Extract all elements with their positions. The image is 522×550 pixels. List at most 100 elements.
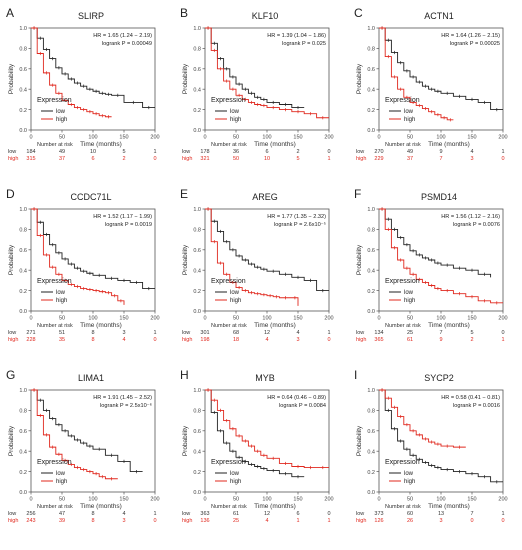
legend-label-low: low <box>230 471 240 477</box>
risk-count-low: 1 <box>153 149 156 155</box>
risk-count-low: 270 <box>374 149 383 155</box>
risk-count-low: 1 <box>501 149 504 155</box>
x-tick-label: 100 <box>88 316 97 322</box>
risk-count-high: 136 <box>200 518 209 524</box>
panel-title: LIMA1 <box>78 373 104 383</box>
risk-count-low: 61 <box>233 511 239 517</box>
y-tick-label: 0.0 <box>367 309 375 315</box>
panel-letter: F <box>354 187 361 201</box>
y-tick-label: 0.8 <box>19 409 27 415</box>
risk-count-low: 2 <box>296 149 299 155</box>
x-tick-label: 100 <box>436 135 445 141</box>
y-tick-label: 0.2 <box>193 108 201 114</box>
panel-letter: H <box>180 368 189 382</box>
x-tick-label: 50 <box>233 316 239 322</box>
risk-count-low: 68 <box>233 330 239 336</box>
x-tick-label: 200 <box>498 316 507 322</box>
risk-count-high: 1 <box>296 518 299 524</box>
hazard-ratio-label: HR = 1.65 (1.24 − 2.19) <box>93 33 152 39</box>
hazard-ratio-label: HR = 0.64 (0.46 − 0.89) <box>267 395 326 401</box>
risk-count-low: 1 <box>153 511 156 517</box>
x-tick-label: 50 <box>407 316 413 322</box>
y-axis-label: Probability <box>356 425 363 456</box>
legend-title: Expression <box>385 278 420 285</box>
risk-count-high: 321 <box>200 156 209 162</box>
risk-count-low: 373 <box>374 511 383 517</box>
y-tick-label: 1.0 <box>367 207 375 213</box>
risk-count-high: 0 <box>501 518 504 524</box>
x-axis-label: Time (months) <box>80 503 122 510</box>
risk-count-high: 243 <box>26 518 35 524</box>
y-tick-label: 0.0 <box>193 490 201 496</box>
risk-count-low: 271 <box>26 330 35 336</box>
risk-count-high: 365 <box>374 337 383 343</box>
y-tick-label: 0.0 <box>193 309 201 315</box>
logrank-p-label: logrank P = 0.00049 <box>102 41 152 47</box>
number-at-risk-label: Number at risk <box>385 323 421 329</box>
y-tick-label: 0.6 <box>193 67 201 73</box>
x-tick-label: 100 <box>436 497 445 503</box>
hazard-ratio-label: HR = 1.56 (1.12 − 2.16) <box>441 214 500 220</box>
panel-h: H MYB 0.0 0.2 0.4 0.6 0.8 1.0 0 50 100 150 200 Time (… <box>180 368 334 524</box>
y-tick-label: 0.8 <box>193 409 201 415</box>
x-tick-label: 150 <box>119 316 128 322</box>
x-tick-label: 0 <box>203 135 206 141</box>
risk-row-label-high: high <box>182 518 192 524</box>
x-tick-label: 0 <box>377 316 380 322</box>
y-tick-label: 0.2 <box>193 289 201 295</box>
risk-count-low: 4 <box>296 330 299 336</box>
x-tick-label: 0 <box>377 497 380 503</box>
panel-letter: C <box>354 6 363 20</box>
y-tick-label: 0.4 <box>19 268 27 274</box>
risk-count-high: 0 <box>153 337 156 343</box>
x-tick-label: 200 <box>150 135 159 141</box>
number-at-risk-label: Number at risk <box>37 504 73 510</box>
x-tick-label: 0 <box>203 316 206 322</box>
x-axis-label: Time (months) <box>428 141 470 148</box>
y-tick-label: 0.6 <box>193 429 201 435</box>
risk-count-low: 1 <box>153 330 156 336</box>
risk-count-low: 9 <box>439 149 442 155</box>
risk-row-label-high: high <box>356 156 366 162</box>
x-tick-label: 0 <box>29 316 32 322</box>
logrank-p-label: logrank P = 2.6x10⁻⁵ <box>274 221 326 228</box>
risk-count-low: 301 <box>200 330 209 336</box>
x-tick-label: 50 <box>407 135 413 141</box>
legend-title: Expression <box>37 459 72 466</box>
x-tick-label: 100 <box>262 135 271 141</box>
y-tick-label: 0.6 <box>367 67 375 73</box>
y-tick-label: 0.8 <box>19 47 27 53</box>
y-tick-label: 0.0 <box>193 128 201 134</box>
risk-count-high: 1 <box>327 156 330 162</box>
legend-title: Expression <box>37 278 72 285</box>
risk-count-high: 1 <box>327 518 330 524</box>
risk-count-low: 178 <box>200 149 209 155</box>
x-tick-label: 200 <box>324 316 333 322</box>
x-tick-label: 100 <box>436 316 445 322</box>
y-tick-label: 0.4 <box>367 87 375 93</box>
risk-count-low: 6 <box>296 511 299 517</box>
risk-count-high: 1 <box>501 337 504 343</box>
risk-count-low: 25 <box>407 330 413 336</box>
x-tick-label: 100 <box>262 497 271 503</box>
x-tick-label: 100 <box>88 135 97 141</box>
y-tick-label: 1.0 <box>19 207 27 213</box>
x-tick-label: 50 <box>233 135 239 141</box>
risk-count-low: 363 <box>200 511 209 517</box>
x-tick-label: 150 <box>119 135 128 141</box>
panel-letter: I <box>354 368 357 382</box>
risk-count-high: 229 <box>374 156 383 162</box>
risk-count-high: 5 <box>296 156 299 162</box>
risk-count-high: 3 <box>296 337 299 343</box>
hazard-ratio-label: HR = 1.77 (1.35 − 2.32) <box>267 214 326 220</box>
y-tick-label: 1.0 <box>19 26 27 32</box>
y-tick-label: 0.0 <box>367 490 375 496</box>
panel-title: KLF10 <box>252 11 279 21</box>
risk-count-high: 9 <box>439 337 442 343</box>
hazard-ratio-label: HR = 0.58 (0.41 − 0.81) <box>441 395 500 401</box>
risk-count-high: 0 <box>153 156 156 162</box>
x-tick-label: 100 <box>262 316 271 322</box>
risk-count-low: 51 <box>59 330 65 336</box>
risk-count-low: 7 <box>470 511 473 517</box>
